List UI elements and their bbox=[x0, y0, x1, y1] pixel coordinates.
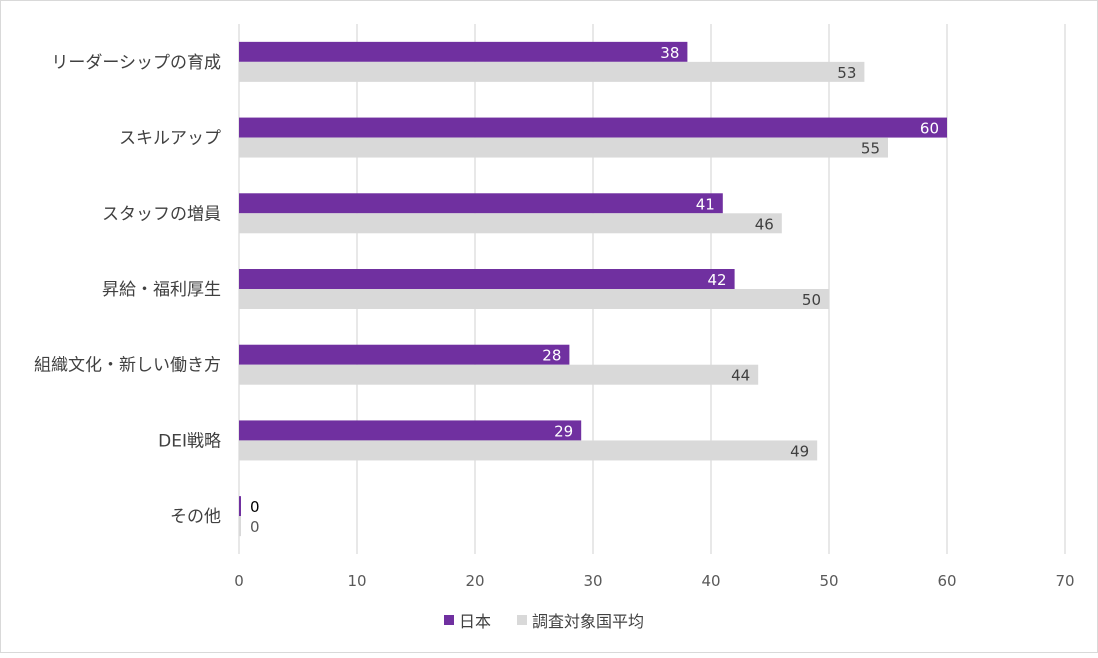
x-tick-label: 70 bbox=[1055, 572, 1074, 590]
bar-average bbox=[239, 289, 829, 309]
x-tick-label: 40 bbox=[701, 572, 720, 590]
bar-japan bbox=[239, 496, 241, 517]
x-tick-label: 10 bbox=[347, 572, 366, 590]
x-tick-label: 50 bbox=[819, 572, 838, 590]
legend-label-japan: 日本 bbox=[459, 612, 491, 631]
category-label: DEI戦略 bbox=[158, 431, 221, 451]
category-label: 昇給・福利厚生 bbox=[102, 280, 221, 300]
legend: 日本 調査対象国平均 bbox=[444, 612, 644, 631]
data-label: 0 bbox=[250, 498, 260, 516]
legend-label-average: 調査対象国平均 bbox=[532, 612, 644, 631]
data-label: 53 bbox=[837, 64, 856, 82]
x-tick-label: 20 bbox=[465, 572, 484, 590]
bar-japan bbox=[239, 193, 723, 214]
category-label: スタッフの増員 bbox=[102, 204, 221, 224]
data-label: 0 bbox=[250, 518, 260, 536]
data-label: 29 bbox=[554, 422, 573, 440]
bar-average bbox=[239, 137, 888, 158]
bar-japan bbox=[239, 344, 570, 365]
data-label: 28 bbox=[542, 347, 561, 365]
legend-swatch-japan bbox=[444, 615, 454, 625]
bar-average bbox=[239, 440, 818, 461]
bar-average bbox=[239, 516, 241, 537]
category-label: リーダーシップの育成 bbox=[51, 53, 221, 73]
bar-japan bbox=[239, 117, 947, 138]
data-label: 50 bbox=[802, 291, 821, 309]
bar-japan bbox=[239, 41, 688, 62]
data-label: 42 bbox=[708, 271, 727, 289]
data-label: 60 bbox=[920, 120, 939, 138]
bar-japan bbox=[239, 269, 735, 289]
category-label: その他 bbox=[170, 507, 221, 527]
legend-swatch-average bbox=[517, 615, 527, 625]
data-label: 38 bbox=[660, 44, 679, 62]
labels: 0 10 20 30 40 50 60 70 リーダーシップの育成 38 53 スキルアップ 60 55 ス… bbox=[34, 44, 1075, 590]
data-label: 55 bbox=[861, 140, 880, 158]
data-label: 44 bbox=[731, 367, 750, 385]
bar-average bbox=[239, 61, 865, 82]
bar-average bbox=[239, 213, 782, 234]
data-label: 41 bbox=[696, 195, 715, 213]
bars bbox=[239, 41, 947, 537]
data-label: 49 bbox=[790, 442, 809, 460]
bar-japan bbox=[239, 420, 582, 441]
category-label: 組織文化・新しい働き方 bbox=[34, 356, 221, 376]
category-label: スキルアップ bbox=[119, 129, 221, 149]
x-tick-label: 0 bbox=[234, 572, 244, 590]
data-label: 46 bbox=[755, 215, 774, 233]
bar-average bbox=[239, 364, 759, 385]
x-tick-label: 30 bbox=[583, 572, 602, 590]
x-tick-label: 60 bbox=[937, 572, 956, 590]
